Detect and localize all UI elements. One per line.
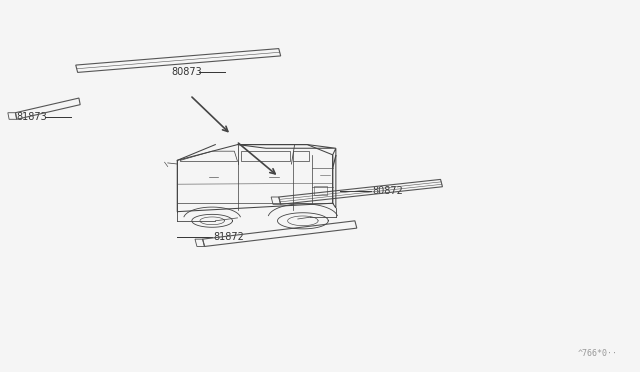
Text: ^766*0··: ^766*0·· [578,349,618,358]
Text: 80872: 80872 [372,186,404,196]
Text: 81873: 81873 [17,112,47,122]
Text: 81872: 81872 [213,231,244,241]
Bar [314,186,327,195]
Text: 80873: 80873 [171,67,202,77]
